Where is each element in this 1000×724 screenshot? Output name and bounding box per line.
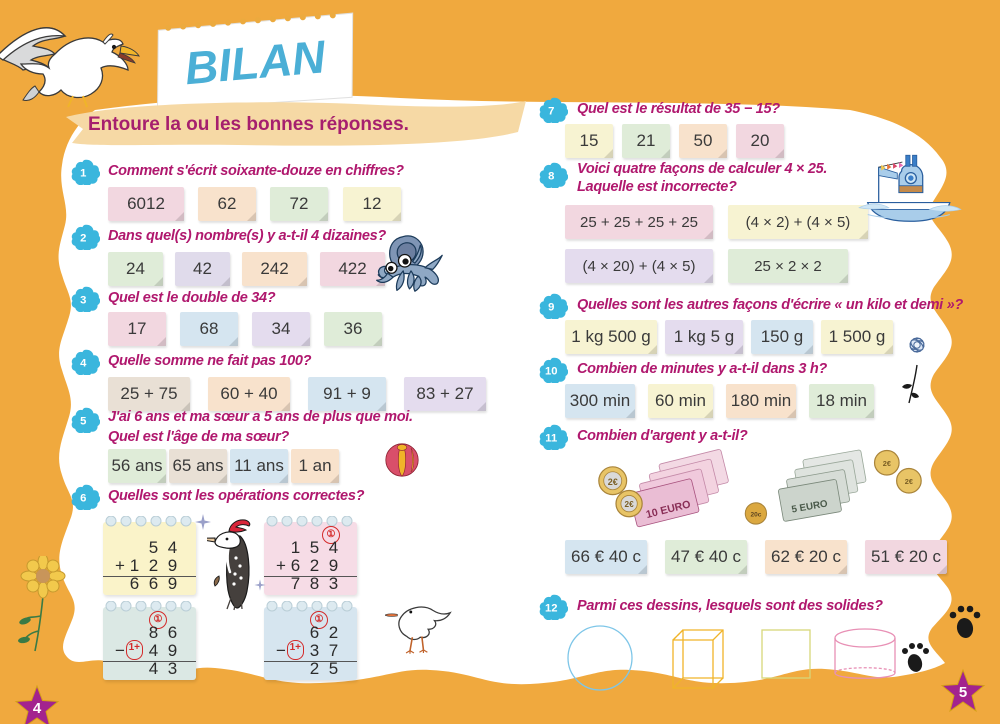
svg-text:6: 6 xyxy=(80,492,86,504)
svg-text:5: 5 xyxy=(80,415,86,427)
svg-text:2€: 2€ xyxy=(883,459,891,468)
svg-text:4: 4 xyxy=(33,700,42,717)
svg-text:11: 11 xyxy=(545,432,557,444)
svg-text:2€: 2€ xyxy=(905,477,913,486)
svg-text:Entoure la ou les bonnes répon: Entoure la ou les bonnes réponses. xyxy=(88,114,409,135)
svg-text:12: 12 xyxy=(545,602,558,614)
svg-text:2€: 2€ xyxy=(625,500,635,509)
svg-text:3: 3 xyxy=(80,294,86,306)
svg-text:20c: 20c xyxy=(750,512,761,519)
svg-text:10: 10 xyxy=(545,365,558,377)
svg-text:2€: 2€ xyxy=(608,477,618,487)
svg-text:1: 1 xyxy=(80,167,86,179)
svg-text:2: 2 xyxy=(80,232,86,244)
svg-text:9: 9 xyxy=(548,301,554,313)
svg-text:4: 4 xyxy=(80,357,87,369)
svg-text:7: 7 xyxy=(548,105,554,117)
svg-text:8: 8 xyxy=(548,170,554,182)
